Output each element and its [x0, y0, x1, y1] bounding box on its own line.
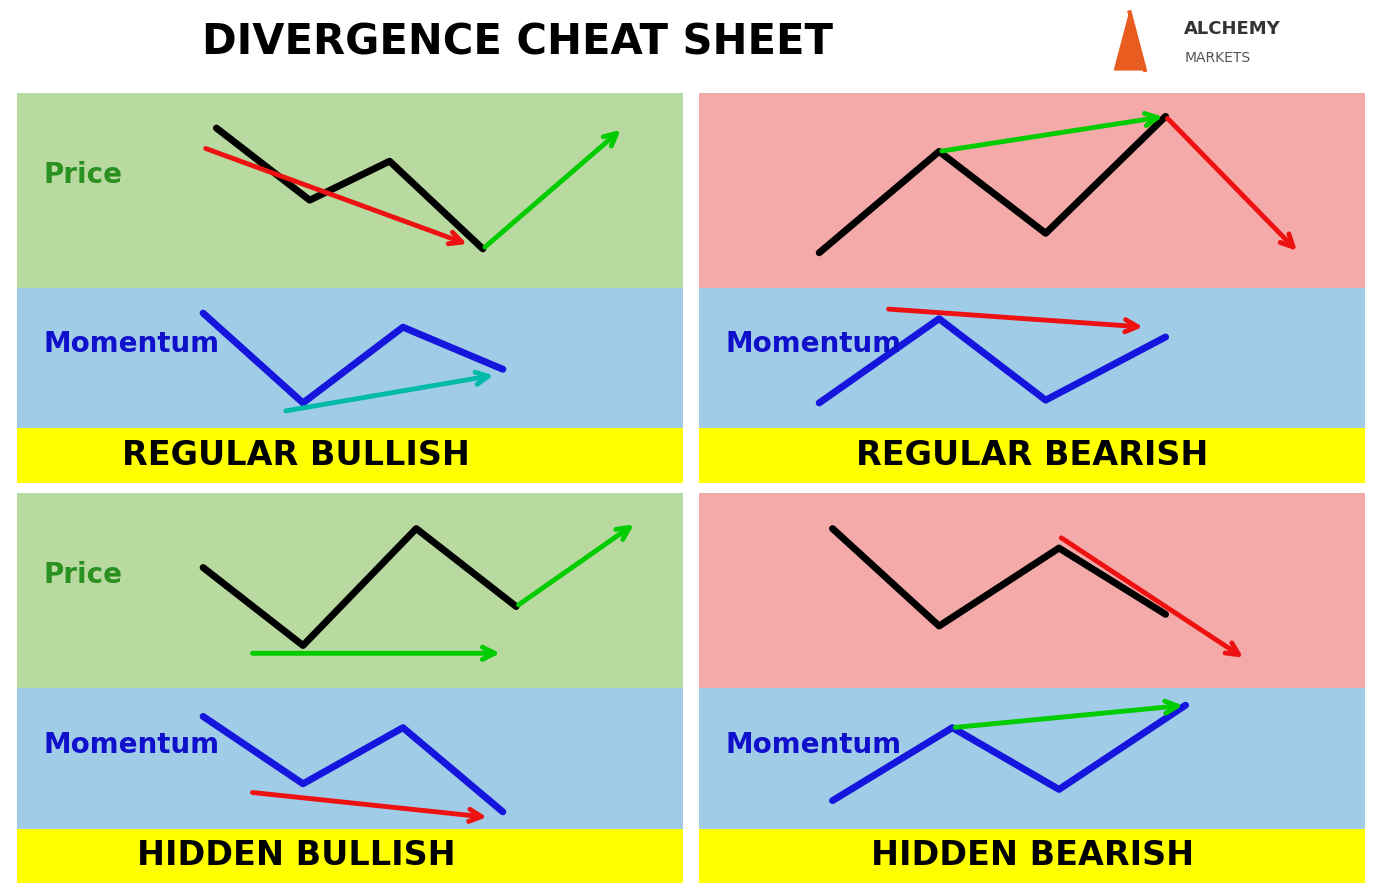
Text: REGULAR BULLISH: REGULAR BULLISH — [123, 439, 470, 472]
Text: REGULAR BEARISH: REGULAR BEARISH — [857, 439, 1208, 472]
Text: Price: Price — [43, 161, 122, 189]
Polygon shape — [1114, 13, 1144, 70]
Text: Momentum: Momentum — [43, 730, 220, 758]
Text: Momentum: Momentum — [43, 330, 220, 358]
Text: HIDDEN BEARISH: HIDDEN BEARISH — [871, 839, 1194, 873]
Text: Price: Price — [43, 561, 122, 589]
Text: ALCHEMY: ALCHEMY — [1184, 20, 1281, 38]
Text: MARKETS: MARKETS — [1184, 51, 1251, 64]
Text: Momentum: Momentum — [726, 730, 902, 758]
Text: HIDDEN BULLISH: HIDDEN BULLISH — [137, 839, 456, 873]
Text: DIVERGENCE CHEAT SHEET: DIVERGENCE CHEAT SHEET — [202, 21, 833, 63]
Text: Momentum: Momentum — [726, 330, 902, 358]
